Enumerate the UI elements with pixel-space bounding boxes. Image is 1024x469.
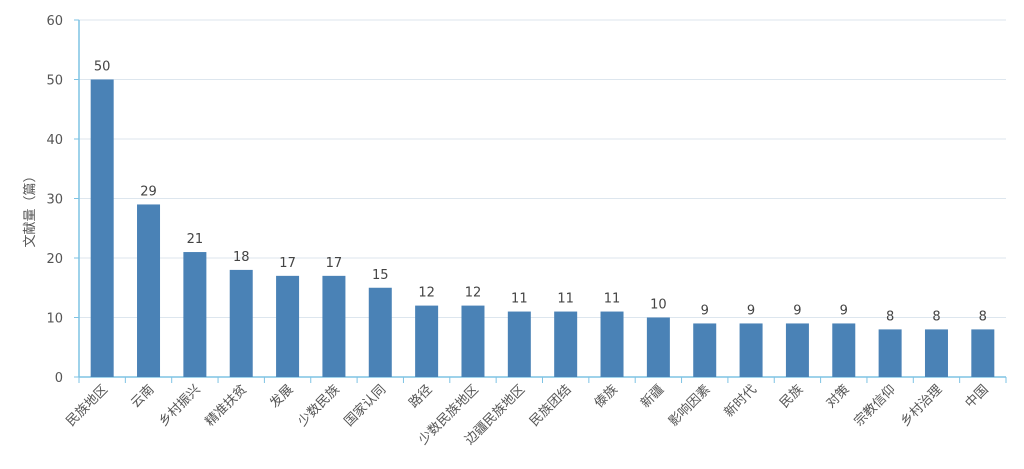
y-tick-label: 40 bbox=[46, 133, 63, 148]
bar-value-label: 17 bbox=[326, 256, 343, 271]
bar bbox=[554, 311, 578, 377]
bar bbox=[90, 79, 114, 377]
axes bbox=[74, 19, 1007, 383]
y-tick-label: 30 bbox=[46, 193, 63, 208]
category-label: 国家认同 bbox=[341, 382, 389, 430]
y-tick-label: 50 bbox=[46, 74, 63, 89]
bar-value-label: 15 bbox=[372, 268, 389, 283]
bar bbox=[137, 204, 161, 377]
category-label: 乡村振兴 bbox=[156, 382, 203, 429]
category-label: 影响因素 bbox=[665, 382, 713, 430]
category-label: 中国 bbox=[963, 382, 992, 411]
bar-value-label: 17 bbox=[279, 256, 296, 271]
bar bbox=[415, 305, 439, 377]
bar-value-label: 21 bbox=[187, 232, 204, 247]
bar-value-label: 9 bbox=[793, 303, 801, 318]
bar bbox=[276, 275, 300, 377]
category-label: 民族团结 bbox=[526, 382, 574, 430]
category-label: 民族地区 bbox=[63, 382, 111, 430]
bar-value-label: 12 bbox=[465, 286, 482, 301]
gridlines bbox=[79, 19, 1006, 318]
category-label: 新时代 bbox=[721, 382, 760, 421]
bar bbox=[739, 323, 763, 377]
category-label: 傣族 bbox=[591, 382, 621, 412]
bar-value-label: 9 bbox=[747, 303, 755, 318]
category-label: 新疆 bbox=[637, 382, 667, 412]
category-label: 精准扶贫 bbox=[202, 382, 250, 430]
bar-value-label: 9 bbox=[840, 303, 848, 318]
bar bbox=[924, 329, 948, 377]
bar bbox=[785, 323, 809, 377]
bars bbox=[90, 79, 995, 377]
bar-value-label: 12 bbox=[418, 286, 435, 301]
category-label: 宗教信仰 bbox=[851, 382, 899, 430]
bar-value-label: 8 bbox=[886, 309, 894, 324]
bar bbox=[878, 329, 902, 377]
y-tick-label: 0 bbox=[55, 371, 63, 386]
category-label: 少数民族 bbox=[295, 382, 343, 430]
bar-value-label: 11 bbox=[511, 292, 528, 307]
category-label: 发展 bbox=[267, 382, 297, 412]
bar-value-label: 10 bbox=[650, 298, 667, 313]
bar bbox=[693, 323, 717, 377]
bar bbox=[971, 329, 995, 377]
bar-value-label: 8 bbox=[979, 309, 987, 324]
category-label: 路径 bbox=[406, 382, 436, 412]
category-label: 对策 bbox=[823, 382, 853, 412]
category-label: 乡村治理 bbox=[898, 382, 945, 429]
bar-value-label: 18 bbox=[233, 250, 250, 265]
y-tick-label: 20 bbox=[46, 252, 63, 267]
bar bbox=[183, 252, 207, 377]
bar-value-label: 50 bbox=[94, 60, 111, 75]
y-axis-title: 文献量（篇） bbox=[23, 169, 38, 247]
bar-value-label: 9 bbox=[701, 303, 709, 318]
bar-value-label: 11 bbox=[557, 292, 574, 307]
bar bbox=[322, 275, 346, 377]
category-label: 民族 bbox=[777, 382, 807, 412]
y-tick-label: 60 bbox=[46, 14, 63, 29]
bar bbox=[832, 323, 856, 377]
bar-value-label: 11 bbox=[604, 292, 621, 307]
bar-value-label: 29 bbox=[140, 184, 157, 199]
bar-value-label: 8 bbox=[932, 309, 940, 324]
bar bbox=[507, 311, 531, 377]
bar bbox=[368, 287, 392, 377]
bar bbox=[600, 311, 624, 377]
bar bbox=[461, 305, 485, 377]
y-tick-label: 10 bbox=[46, 312, 63, 327]
category-label: 云南 bbox=[128, 382, 158, 412]
bar bbox=[646, 317, 670, 377]
bar bbox=[229, 269, 253, 377]
